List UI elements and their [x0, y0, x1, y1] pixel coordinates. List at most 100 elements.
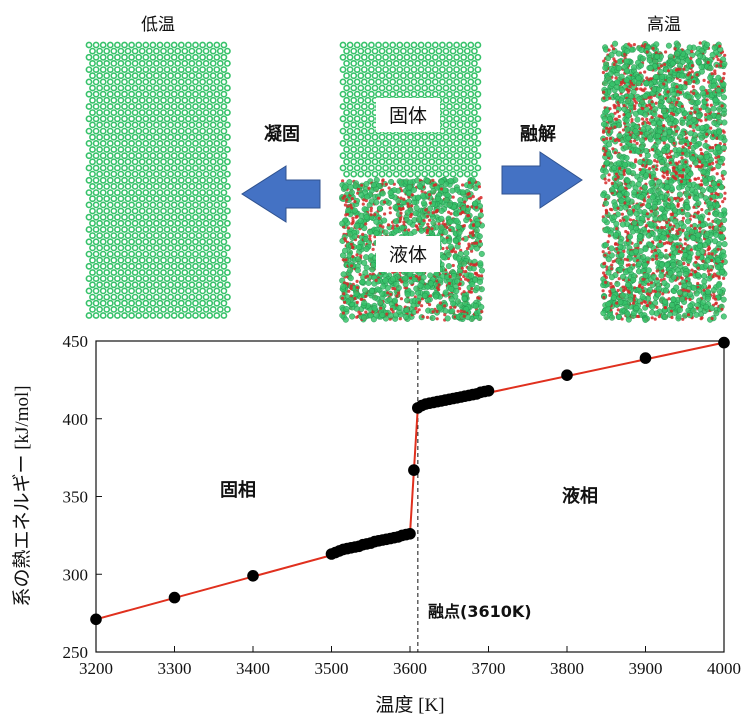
atom-red — [443, 313, 447, 317]
atom — [85, 238, 93, 246]
atom-red — [353, 296, 357, 301]
atom — [612, 40, 619, 47]
atom — [160, 72, 167, 80]
atom-red — [402, 220, 406, 224]
atom — [421, 47, 429, 55]
atom-red — [708, 162, 712, 166]
atom — [192, 127, 199, 135]
atom-red — [349, 242, 354, 246]
atom — [392, 84, 400, 92]
atom-red — [435, 317, 439, 321]
atom — [195, 244, 203, 252]
atom — [446, 139, 453, 147]
atom — [89, 72, 96, 80]
atom-red — [383, 212, 387, 216]
atom — [364, 96, 372, 104]
atom — [456, 60, 464, 67]
atom — [371, 60, 379, 67]
atom — [410, 139, 418, 147]
atom — [195, 84, 203, 92]
atom — [184, 250, 192, 258]
atom — [174, 182, 182, 190]
atom — [195, 158, 203, 166]
atom — [149, 127, 157, 135]
atom — [456, 109, 464, 116]
atom-red — [626, 90, 630, 94]
atom — [460, 90, 468, 98]
atom — [601, 115, 608, 122]
atom — [181, 195, 189, 203]
atom-red — [399, 211, 403, 215]
atom — [177, 127, 185, 135]
atom — [131, 84, 139, 92]
atom — [156, 275, 164, 282]
atom — [117, 47, 125, 55]
atom — [160, 293, 167, 301]
atom — [195, 121, 203, 129]
atom — [438, 152, 446, 160]
atom — [184, 201, 192, 209]
atom — [379, 190, 386, 197]
atom — [223, 84, 231, 92]
atom-red — [343, 237, 347, 241]
atom-red — [613, 151, 618, 155]
atom-red — [341, 196, 345, 200]
atom — [177, 164, 185, 172]
atom — [385, 60, 393, 67]
atom-red — [715, 172, 719, 176]
atom — [213, 78, 221, 86]
atom — [710, 287, 717, 294]
atom — [676, 184, 683, 191]
atom-red — [451, 195, 455, 199]
atom — [421, 133, 429, 141]
atom — [470, 146, 478, 153]
atom — [472, 303, 479, 310]
atom — [346, 103, 354, 110]
atom — [353, 127, 361, 135]
atom — [156, 78, 164, 86]
atom-red — [707, 212, 711, 216]
atom-red — [664, 248, 668, 253]
atom — [192, 189, 199, 196]
atom — [110, 293, 118, 301]
atom — [474, 53, 482, 61]
atom — [357, 146, 365, 153]
atom — [89, 133, 96, 141]
atom — [350, 109, 358, 116]
atom — [216, 219, 224, 227]
atom-red — [706, 269, 711, 273]
atom — [177, 262, 185, 270]
atom — [103, 244, 111, 252]
atom-red — [345, 282, 349, 286]
atom — [382, 90, 389, 98]
atom — [220, 115, 228, 123]
atom — [96, 170, 103, 178]
atom — [152, 195, 160, 203]
atom — [403, 152, 411, 160]
atom-red — [649, 106, 653, 110]
atom — [152, 244, 160, 252]
atom-red — [355, 253, 359, 257]
atom — [117, 121, 125, 129]
atom — [396, 78, 404, 86]
atom-red — [661, 174, 665, 178]
atom — [156, 287, 164, 295]
atom — [96, 182, 103, 190]
atom — [361, 206, 368, 213]
atom — [131, 244, 139, 252]
atom — [110, 146, 118, 153]
atom — [163, 66, 171, 73]
atom — [156, 53, 164, 61]
atom — [128, 90, 135, 98]
atom — [174, 84, 182, 92]
atom — [364, 109, 372, 116]
atom — [653, 235, 660, 242]
atom — [717, 212, 724, 219]
atom-red — [611, 147, 615, 151]
atom — [188, 281, 196, 289]
atom — [431, 139, 439, 147]
atom — [216, 60, 224, 67]
atom-red — [653, 159, 657, 163]
atom — [96, 146, 103, 153]
atom — [89, 269, 96, 276]
